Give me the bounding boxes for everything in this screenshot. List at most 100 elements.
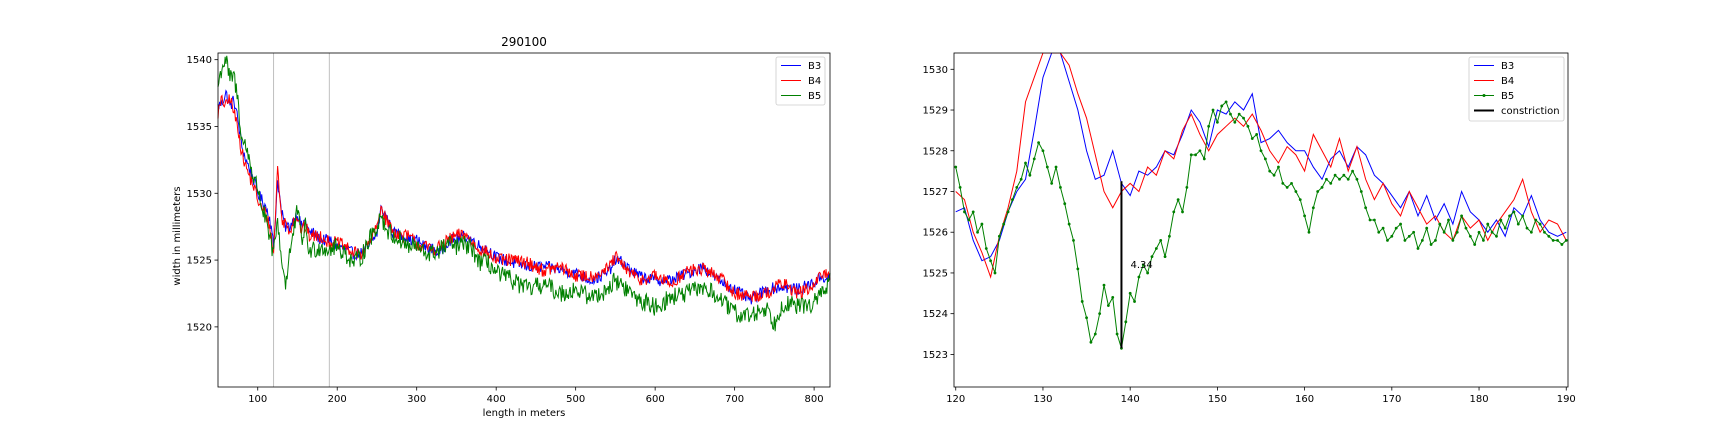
right-series-marker-b5 bbox=[1285, 186, 1289, 189]
right-series-marker-b5 bbox=[1521, 214, 1525, 218]
right-series-marker-b5 bbox=[1512, 210, 1516, 214]
right-series-marker-b5 bbox=[1006, 210, 1010, 214]
right-series-marker-b5 bbox=[1059, 186, 1062, 189]
right-series-marker-b5 bbox=[1307, 230, 1311, 234]
right-series-marker-b5 bbox=[1464, 226, 1468, 230]
right-series-group bbox=[954, 53, 1568, 350]
right-xtick-label: 130 bbox=[1033, 394, 1052, 405]
right-series-marker-b5 bbox=[1106, 304, 1110, 307]
right-series-marker-b5 bbox=[997, 234, 1001, 238]
right-series-marker-b5 bbox=[1146, 271, 1150, 275]
left-legend: B3 B4 B5 bbox=[775, 56, 826, 106]
right-xtick-label: 150 bbox=[1208, 394, 1227, 405]
right-series-marker-b5 bbox=[1277, 165, 1280, 169]
left-x-axis-ticks: 100 200 300 400 500 600 700 800 bbox=[248, 387, 824, 405]
right-series-marker-b5 bbox=[1342, 173, 1346, 177]
right-series-marker-b5 bbox=[1495, 234, 1498, 238]
right-series-marker-b5 bbox=[1499, 218, 1503, 222]
right-series-marker-b5 bbox=[1037, 141, 1040, 145]
right-legend-label-b4: B4 bbox=[1501, 76, 1514, 87]
right-series-marker-b5 bbox=[1111, 295, 1115, 299]
right-xtick-label: 140 bbox=[1121, 394, 1140, 405]
right-series-marker-b5 bbox=[1032, 157, 1036, 161]
left-ytick-label: 1535 bbox=[187, 122, 212, 133]
right-series-marker-b5 bbox=[1246, 124, 1250, 128]
right-series-marker-b5 bbox=[1133, 300, 1136, 303]
right-series-marker-b5 bbox=[1381, 226, 1385, 230]
right-series-marker-b5 bbox=[1002, 222, 1006, 226]
right-series-marker-b5 bbox=[1220, 104, 1224, 108]
right-series-marker-b5 bbox=[1516, 222, 1520, 226]
right-series-marker-b5 bbox=[1124, 320, 1128, 324]
right-series-marker-b5 bbox=[1050, 181, 1054, 185]
left-xtick-label: 200 bbox=[328, 394, 347, 405]
right-series-marker-b5 bbox=[1486, 222, 1490, 226]
right-legend-swatch-b5-marker bbox=[1482, 94, 1486, 97]
right-series-marker-b5 bbox=[1438, 222, 1442, 226]
right-legend: B3 B4 B5 constriction bbox=[1468, 56, 1565, 122]
left-xtick-label: 100 bbox=[248, 394, 267, 405]
right-series-marker-b5 bbox=[1229, 112, 1232, 116]
right-ytick-label: 1524 bbox=[923, 309, 948, 320]
right-series-marker-b5 bbox=[1416, 247, 1420, 250]
right-series-marker-b5 bbox=[984, 247, 988, 250]
right-legend-label-b5: B5 bbox=[1501, 91, 1514, 102]
right-chart: 4.34 120 130 140 150 160 170 180 190 1523152415… bbox=[923, 52, 1576, 405]
right-series-marker-b5 bbox=[1412, 230, 1416, 234]
right-series-marker-b5 bbox=[1447, 218, 1450, 222]
right-series-marker-b5 bbox=[1477, 230, 1481, 234]
left-chart-ylabel: width in millimeters bbox=[172, 186, 183, 285]
right-series-marker-b5 bbox=[1386, 238, 1389, 242]
right-series-marker-b5 bbox=[1399, 222, 1402, 226]
right-series-marker-b5 bbox=[1298, 198, 1302, 202]
right-series-marker-b5 bbox=[1263, 157, 1267, 161]
right-series-marker-b5 bbox=[1434, 238, 1437, 242]
left-plot-frame bbox=[217, 52, 831, 388]
right-series-marker-b5 bbox=[1372, 218, 1376, 222]
right-series-marker-b5 bbox=[1346, 177, 1350, 181]
right-series-marker-b5 bbox=[954, 165, 958, 169]
right-series-marker-b5 bbox=[1154, 247, 1158, 250]
right-series-marker-b5 bbox=[1024, 161, 1027, 165]
right-series-marker-b5 bbox=[980, 222, 984, 226]
right-xtick-label: 180 bbox=[1469, 394, 1488, 405]
right-series-marker-b5 bbox=[1556, 238, 1559, 242]
right-series-marker-b5 bbox=[1364, 206, 1368, 210]
right-series-marker-b5 bbox=[1394, 226, 1398, 230]
right-series-marker-b5 bbox=[1325, 177, 1328, 181]
right-series-marker-b5 bbox=[1468, 234, 1472, 238]
right-series-marker-b5 bbox=[1503, 226, 1507, 230]
left-series-line-b4 bbox=[217, 94, 831, 303]
right-series-marker-b5 bbox=[1115, 332, 1119, 336]
right-series-marker-b5 bbox=[1045, 165, 1049, 169]
right-series-marker-b5 bbox=[1560, 243, 1564, 246]
right-xtick-label: 120 bbox=[946, 394, 965, 405]
right-series-marker-b5 bbox=[1403, 238, 1407, 242]
right-series-marker-b5 bbox=[1168, 234, 1171, 238]
right-series-marker-b5 bbox=[1564, 238, 1568, 242]
right-series-marker-b5 bbox=[1185, 186, 1189, 189]
right-legend-label-constriction: constriction bbox=[1501, 106, 1560, 117]
right-series-line-b4 bbox=[955, 53, 1567, 279]
right-ytick-label: 1528 bbox=[923, 146, 948, 157]
right-series-marker-b5 bbox=[1255, 133, 1259, 136]
right-series-marker-b5 bbox=[1054, 165, 1058, 169]
right-series-marker-b5 bbox=[1390, 234, 1394, 238]
right-series-marker-b5 bbox=[1351, 169, 1354, 173]
right-series-marker-b5 bbox=[1163, 255, 1167, 259]
right-series-marker-b5 bbox=[967, 218, 971, 222]
left-xtick-label: 400 bbox=[487, 394, 506, 405]
right-x-axis-ticks: 120 130 140 150 160 170 180 190 bbox=[946, 387, 1576, 405]
right-series-marker-b5 bbox=[1294, 190, 1298, 193]
right-series-marker-b5 bbox=[1085, 316, 1088, 320]
left-ytick-label: 1530 bbox=[187, 189, 212, 200]
right-series-marker-b5 bbox=[1080, 300, 1084, 303]
right-series-marker-b5 bbox=[1368, 218, 1372, 222]
right-series-marker-b5 bbox=[1311, 206, 1315, 210]
right-series-marker-b5 bbox=[1420, 238, 1424, 242]
right-series-marker-b5 bbox=[1359, 190, 1363, 193]
right-series-marker-b5 bbox=[1015, 186, 1019, 189]
right-series-marker-b5 bbox=[1211, 108, 1215, 112]
right-series-marker-b5 bbox=[1355, 177, 1359, 181]
